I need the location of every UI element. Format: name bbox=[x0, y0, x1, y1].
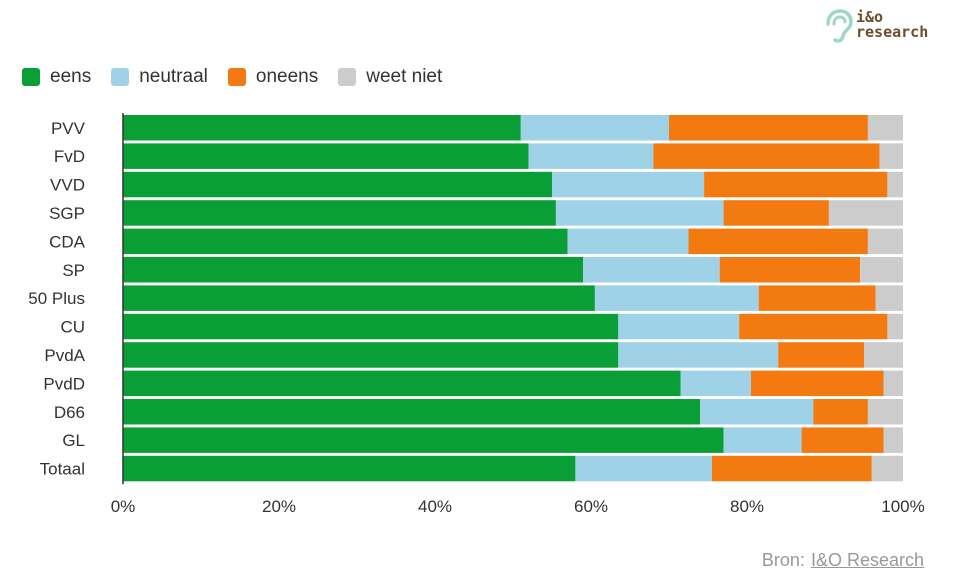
bar-segment-weet-niet bbox=[879, 143, 903, 169]
category-label: CU bbox=[60, 318, 85, 337]
bar-segment-weet-niet bbox=[883, 370, 903, 397]
bar-segment-eens bbox=[123, 370, 681, 397]
bar-segment-oneens bbox=[653, 143, 880, 169]
legend-swatch bbox=[111, 68, 130, 86]
bar-segment-neutraal bbox=[700, 399, 814, 425]
bar-segment-eens bbox=[123, 399, 701, 425]
bar-segment-oneens bbox=[801, 427, 884, 453]
bar-segment-weet-niet bbox=[871, 455, 903, 482]
legend-item-eens[interactable]: eens bbox=[22, 66, 91, 88]
bar-segment-neutraal bbox=[555, 200, 724, 226]
bar-segment-weet-niet bbox=[887, 313, 903, 340]
legend-label: neutraal bbox=[139, 66, 208, 87]
bar-segment-eens bbox=[123, 143, 529, 169]
bar-segment-oneens bbox=[750, 370, 884, 397]
legend-swatch bbox=[227, 68, 246, 86]
bar-segment-oneens bbox=[704, 171, 888, 198]
bar-segment-eens bbox=[123, 285, 595, 311]
logo-text: i&o research bbox=[856, 10, 928, 40]
bar-segment-neutraal bbox=[528, 143, 654, 169]
io-research-logo: i&o research bbox=[822, 8, 932, 46]
category-label: D66 bbox=[54, 403, 85, 422]
bar-segment-eens bbox=[123, 228, 568, 255]
bar-segment-oneens bbox=[723, 200, 829, 226]
bar-segment-eens bbox=[123, 342, 619, 368]
bar-segment-neutraal bbox=[583, 257, 720, 283]
source-link[interactable]: I&O Research bbox=[810, 550, 924, 570]
x-tick-label: 100% bbox=[881, 497, 924, 516]
category-label: PvdD bbox=[43, 374, 85, 393]
bar-segment-neutraal bbox=[618, 313, 740, 340]
x-tick-label: 40% bbox=[418, 497, 452, 516]
bar-segment-eens bbox=[123, 171, 552, 198]
category-label: PVV bbox=[51, 119, 86, 138]
bar-segment-weet-niet bbox=[883, 427, 903, 453]
bar-segment-weet-niet bbox=[828, 200, 903, 226]
ear-icon bbox=[826, 9, 853, 43]
category-label: SP bbox=[62, 261, 85, 280]
bar-segment-oneens bbox=[758, 285, 876, 311]
category-label: Totaal bbox=[40, 460, 85, 479]
bar-segment-oneens bbox=[813, 399, 868, 425]
bar-segment-weet-niet bbox=[864, 342, 903, 368]
category-label: VVD bbox=[50, 176, 85, 195]
category-label: PvdA bbox=[44, 346, 85, 365]
category-label: 50 Plus bbox=[28, 289, 85, 308]
bar-segment-eens bbox=[123, 313, 619, 340]
bar-segment-oneens bbox=[669, 115, 868, 141]
bar-segment-oneens bbox=[688, 228, 868, 255]
bar-segment-weet-niet bbox=[867, 115, 903, 141]
bar-segment-weet-niet bbox=[867, 228, 903, 255]
bar-segment-neutraal bbox=[520, 115, 669, 141]
category-label: SGP bbox=[49, 204, 85, 223]
legend-label: oneens bbox=[255, 66, 319, 87]
bar-segment-neutraal bbox=[552, 171, 705, 198]
bar-segment-neutraal bbox=[575, 455, 712, 482]
x-tick-label: 0% bbox=[111, 497, 136, 516]
bar-segment-neutraal bbox=[723, 427, 802, 453]
bar-segment-neutraal bbox=[567, 228, 689, 255]
category-label: CDA bbox=[49, 232, 86, 251]
logo-line-1: i&o bbox=[856, 8, 884, 26]
legend-item-neutraal[interactable]: neutraal bbox=[111, 66, 208, 88]
x-tick-label: 60% bbox=[574, 497, 608, 516]
chart-legend: eens neutraal oneens weet niet bbox=[22, 66, 462, 88]
bar-segment-eens bbox=[123, 257, 584, 283]
legend-item-oneens[interactable]: oneens bbox=[227, 66, 319, 88]
bar-segment-eens bbox=[123, 115, 521, 141]
bar-segment-eens bbox=[123, 455, 576, 482]
bar-segment-weet-niet bbox=[860, 257, 903, 283]
bar-segment-weet-niet bbox=[875, 285, 903, 311]
legend-swatch bbox=[22, 68, 40, 86]
bar-segment-oneens bbox=[711, 455, 872, 482]
x-tick-label: 80% bbox=[730, 497, 764, 516]
legend-item-weet-niet[interactable]: weet niet bbox=[338, 66, 442, 88]
legend-swatch bbox=[338, 68, 357, 86]
bar-segment-neutraal bbox=[618, 342, 779, 368]
source-label: Bron: bbox=[761, 550, 805, 570]
bar-segment-neutraal bbox=[594, 285, 759, 311]
logo-line-2: research bbox=[856, 23, 929, 41]
bar-segment-weet-niet bbox=[867, 399, 903, 425]
x-tick-label: 20% bbox=[262, 497, 296, 516]
bar-segment-eens bbox=[123, 427, 724, 453]
bar-segment-oneens bbox=[739, 313, 888, 340]
legend-label: eens bbox=[50, 66, 92, 87]
legend-label: weet niet bbox=[366, 66, 443, 87]
category-label: GL bbox=[62, 431, 85, 450]
bar-segment-oneens bbox=[778, 342, 864, 368]
bar-segment-weet-niet bbox=[887, 171, 903, 198]
category-label: FvD bbox=[54, 147, 85, 166]
bar-segment-neutraal bbox=[680, 370, 751, 397]
bar-segment-eens bbox=[123, 200, 556, 226]
source-credit: Bron: I&O Research bbox=[762, 550, 924, 571]
bar-segment-oneens bbox=[719, 257, 861, 283]
